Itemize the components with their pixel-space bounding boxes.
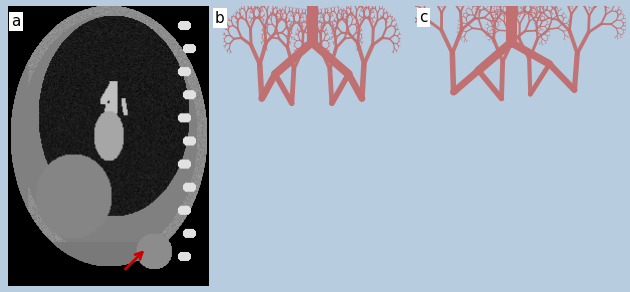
Text: b: b: [215, 11, 225, 26]
Text: c: c: [419, 10, 428, 25]
Text: a: a: [11, 14, 21, 29]
